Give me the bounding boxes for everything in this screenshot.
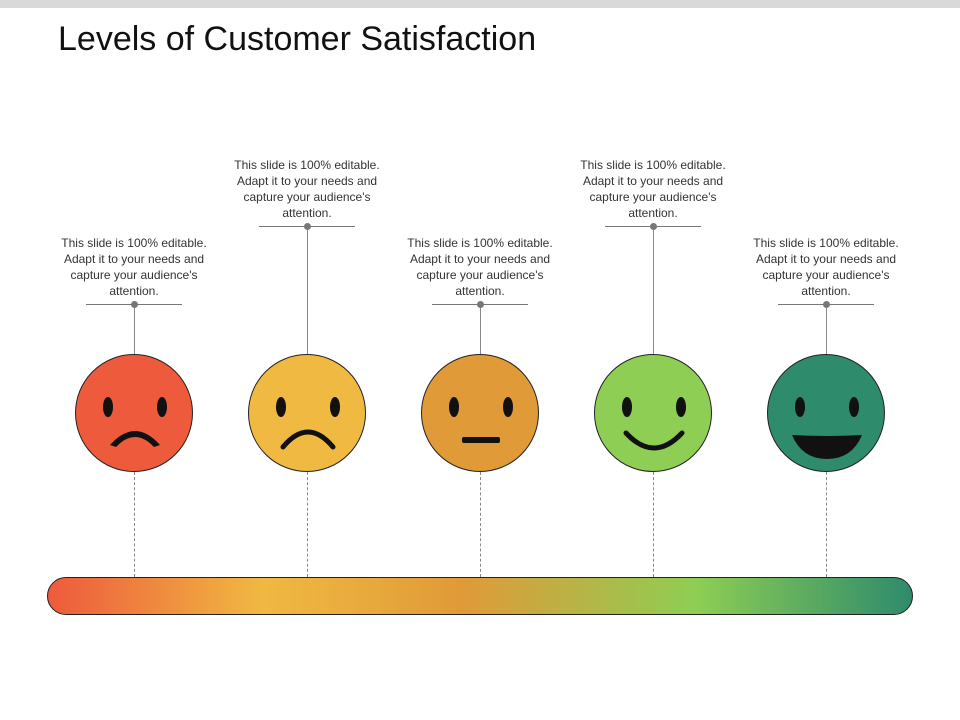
connector-line [134,472,135,577]
connector-line [307,472,308,577]
top-bar [0,0,960,8]
connector-dot [304,223,311,230]
connector-line [134,308,135,354]
level-note-agree: This slide is 100% editable. Adapt it to… [580,158,726,220]
sad-face-icon [248,354,366,472]
right-eye [157,397,167,417]
big-smile-face-svg [792,397,862,459]
connector-line [480,308,481,354]
right-eye [503,397,513,417]
smile-face-svg [622,397,686,451]
connector-line [480,472,481,577]
connector-dot [477,301,484,308]
connector-line [653,472,654,577]
connector-line [826,472,827,577]
right-eye [676,397,686,417]
connector-dot [823,301,830,308]
page-title: Levels of Customer Satisfaction [58,20,537,58]
left-eye [276,397,286,417]
mouth [792,435,862,459]
very-sad-face-svg [103,397,167,447]
mouth [462,437,500,443]
connector-line [307,230,308,354]
satisfaction-scale-bar [47,577,913,615]
connector-line [653,230,654,354]
connector-dot [131,301,138,308]
left-eye [795,397,805,417]
mouth [280,429,336,450]
level-note-neutral: This slide is 100% editable. Adapt it to… [407,236,553,298]
connector-line [826,308,827,354]
left-eye [103,397,113,417]
left-eye [622,397,632,417]
right-eye [330,397,340,417]
level-note-disagree: This slide is 100% editable. Adapt it to… [234,158,380,220]
neutral-face-icon [421,354,539,472]
connector-dot [650,223,657,230]
smile-face-icon [594,354,712,472]
left-eye [449,397,459,417]
level-note-strongly-agree: This slide is 100% editable. Adapt it to… [753,236,899,298]
level-note-strongly-disagree: This slide is 100% editable. Adapt it to… [61,236,207,298]
mouth [110,431,160,447]
mouth [623,430,685,451]
sad-face-svg [276,397,340,450]
neutral-face-svg [449,397,513,443]
right-eye [849,397,859,417]
big-smile-face-icon [767,354,885,472]
very-sad-face-icon [75,354,193,472]
